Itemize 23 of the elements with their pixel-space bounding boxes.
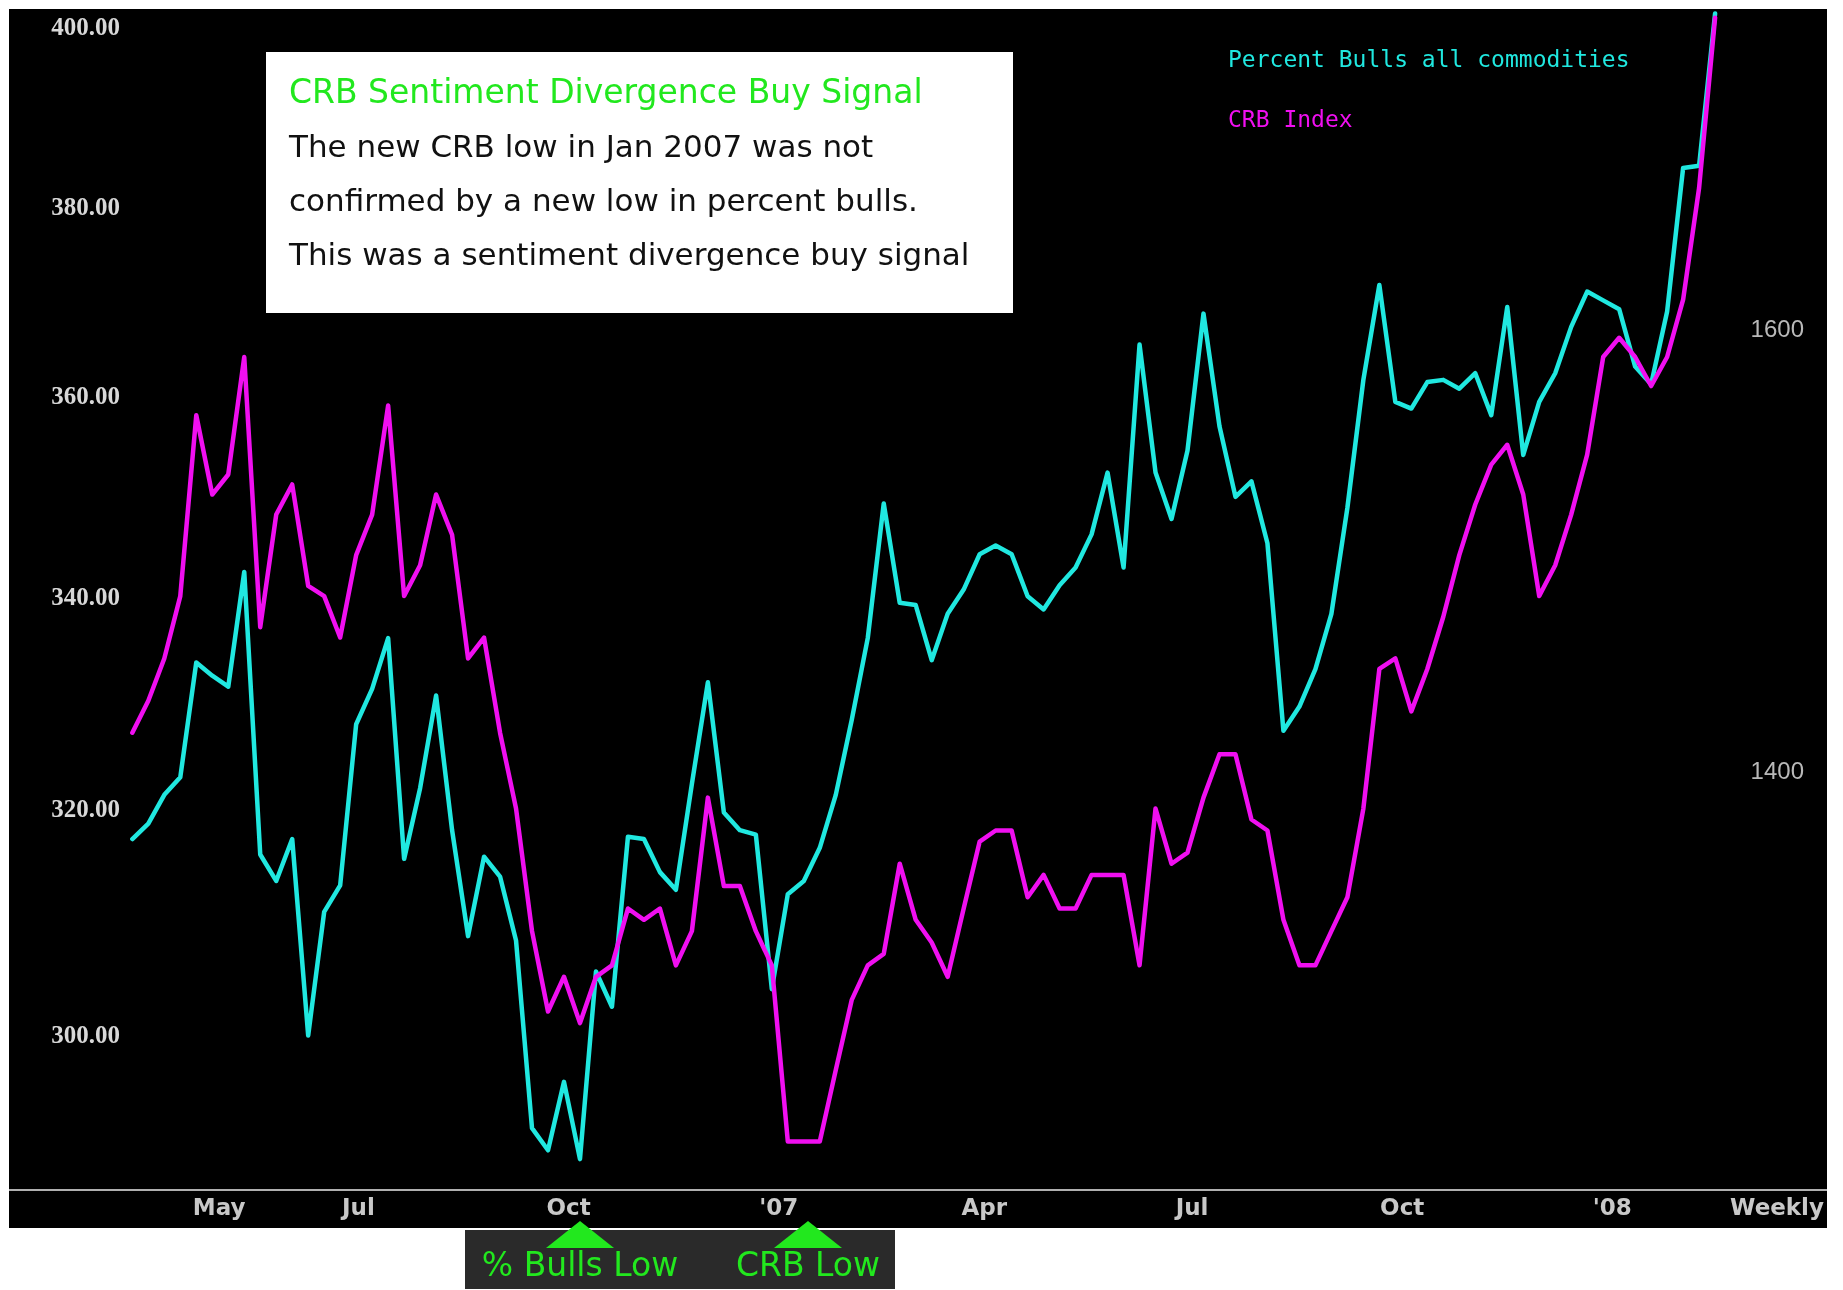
x-tick-label: Jul bbox=[1173, 1194, 1209, 1220]
y-tick-label: 320.00 bbox=[51, 795, 120, 823]
x-tick-label: Oct bbox=[546, 1194, 591, 1220]
y-tick-label: 380.00 bbox=[51, 193, 120, 220]
x-tick-label: Oct bbox=[1380, 1194, 1425, 1220]
y-tick-label: 360.00 bbox=[51, 382, 120, 410]
y2-tick-label: 1600 bbox=[1750, 315, 1804, 343]
x-tick-label: '08 bbox=[1592, 1194, 1632, 1220]
text: CRB Index bbox=[1228, 106, 1353, 133]
x-tick-label: Jul bbox=[340, 1194, 375, 1220]
y-tick-label: 300.00 bbox=[51, 1021, 120, 1049]
annotation: The new CRB low in Jan 2007 was not confirmed by a new low in percent bulls. This was a sentiment divergence buy signal bbox=[288, 128, 970, 272]
x-tick-label: May bbox=[192, 1194, 246, 1220]
text: CRB Sentiment Divergence Buy Signal bbox=[289, 72, 923, 111]
text: % Bulls Low bbox=[481, 1245, 679, 1284]
text: Weekly bbox=[1730, 1194, 1825, 1220]
text: CRB Low bbox=[735, 1245, 881, 1284]
x-tick-label: Apr bbox=[961, 1194, 1008, 1220]
text: Percent Bulls all commodities bbox=[1228, 46, 1630, 73]
y-tick-label: 340.00 bbox=[51, 582, 120, 610]
x-tick-label: '07 bbox=[759, 1194, 799, 1220]
y2-tick-label: 1400 bbox=[1750, 756, 1804, 784]
y-tick-label: 400.00 bbox=[51, 13, 120, 41]
